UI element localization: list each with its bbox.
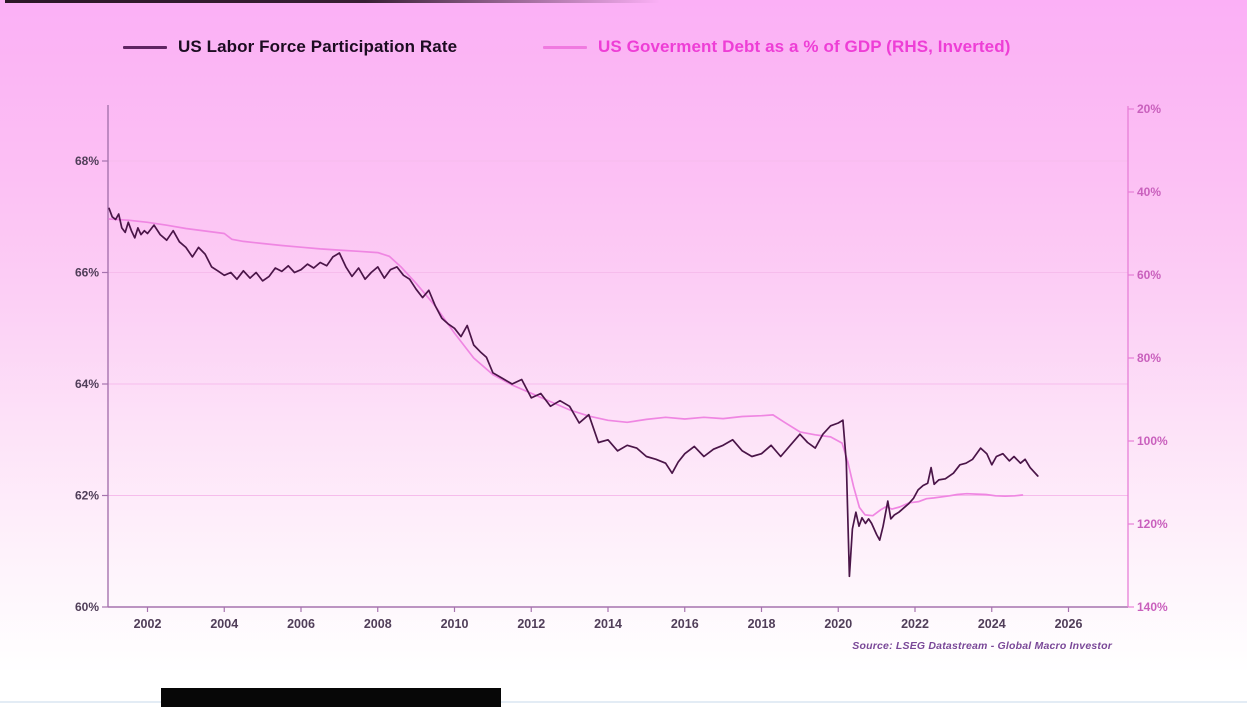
right-axis-tick-label: 100% <box>1137 434 1168 448</box>
x-axis-tick-label: 2022 <box>901 617 929 631</box>
left-axis-tick-label: 62% <box>75 489 99 503</box>
chart-legend: US Labor Force Participation Rate US Gov… <box>0 36 1247 62</box>
x-axis-tick-label: 2008 <box>364 617 392 631</box>
right-axis-tick-label: 140% <box>1137 600 1168 614</box>
x-axis-tick-label: 2006 <box>287 617 315 631</box>
right-axis-tick-label: 80% <box>1137 351 1161 365</box>
legend-item-labor-force: US Labor Force Participation Rate <box>123 36 457 58</box>
right-axis-tick-label: 20% <box>1137 102 1161 116</box>
x-axis-tick-label: 2014 <box>594 617 622 631</box>
right-axis-tick-label: 120% <box>1137 517 1168 531</box>
legend-line-swatch-dark <box>123 45 167 49</box>
x-axis-tick-label: 2012 <box>517 617 545 631</box>
bottom-redaction-bar <box>161 688 501 707</box>
x-axis-tick-label: 2026 <box>1055 617 1083 631</box>
legend-line-swatch-pink <box>543 45 587 49</box>
left-axis-tick-label: 68% <box>75 154 99 168</box>
left-axis-tick-label: 64% <box>75 377 99 391</box>
legend-label-govt-debt: US Goverment Debt as a % of GDP (RHS, In… <box>598 37 1011 56</box>
x-axis-tick-label: 2020 <box>824 617 852 631</box>
legend-label-labor-force: US Labor Force Participation Rate <box>178 37 458 56</box>
bottom-edge-line <box>0 701 1247 703</box>
right-axis-tick-label: 60% <box>1137 268 1161 282</box>
x-axis-tick-label: 2010 <box>441 617 469 631</box>
x-axis-tick-label: 2004 <box>210 617 238 631</box>
left-axis-tick-label: 60% <box>75 600 99 614</box>
legend-item-govt-debt: US Goverment Debt as a % of GDP (RHS, In… <box>543 36 1010 58</box>
x-axis-tick-label: 2018 <box>748 617 776 631</box>
left-axis-tick-label: 66% <box>75 266 99 280</box>
x-axis-tick-label: 2024 <box>978 617 1006 631</box>
source-note: Source: LSEG Datastream - Global Macro I… <box>852 640 1112 652</box>
top-redaction-bar <box>5 0 660 3</box>
x-axis-tick-label: 2016 <box>671 617 699 631</box>
series-line-labor-force <box>108 207 1039 578</box>
right-axis-tick-label: 40% <box>1137 185 1161 199</box>
series-line-govt-debt <box>108 218 1024 517</box>
x-axis-tick-label: 2002 <box>134 617 162 631</box>
